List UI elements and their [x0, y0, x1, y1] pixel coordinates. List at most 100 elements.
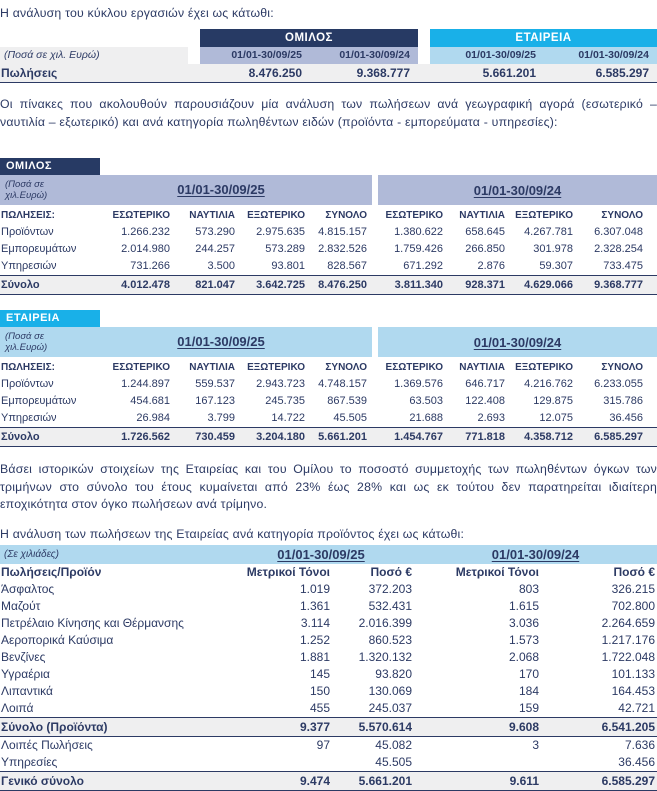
geo-column-header: ΕΣΩΤΕΡΙΚΟ — [112, 362, 170, 373]
geo-column-header: ΕΞΩΤΕΡΙΚΟ — [247, 210, 305, 221]
product-value-cell — [228, 754, 332, 771]
geo-value-cell: 5.661.201 — [318, 431, 367, 443]
geo-column-header: ΣΥΝΟΛΟ — [601, 362, 643, 373]
summary-column-gap — [418, 47, 430, 64]
geo-value-cell: 3.204.180 — [256, 431, 305, 443]
group-period-band: (Ποσά σε χιλ.Ευρώ) 01/01-30/09/25 01/01-… — [0, 175, 657, 205]
geo-value-cell: 559.537 — [195, 378, 235, 390]
product-column-header: Μετρικοί Τόνοι — [455, 565, 539, 579]
geo-value-cell: 2.693 — [477, 412, 505, 424]
product-value-cell: 1.019 — [299, 582, 330, 596]
product-sales-table: (Σε χιλιάδες) 01/01-30/09/25 01/01-30/09… — [0, 545, 657, 791]
product-value-cell: 372.203 — [368, 582, 412, 596]
group-entity-header: ΟΜΙΛΟΣ — [200, 29, 418, 47]
company-period-prior-label: 01/01-30/09/24 — [473, 334, 562, 350]
product-value-cell: 150 — [309, 684, 330, 698]
product-value-cell — [414, 754, 541, 771]
geo-value-cell: 4.267.781 — [524, 226, 573, 238]
sales-column-header: ΠΩΛΗΣΕΙΣ: — [1, 362, 55, 373]
product-value-cell: 45.505 — [375, 755, 412, 769]
geo-value-cell: 1.454.767 — [394, 431, 443, 443]
geo-value-cell: 454.681 — [130, 395, 170, 407]
product-row-label: Λοιπά — [1, 701, 34, 715]
product-row-label: Πετρέλαιο Κίνησης και Θέρμανσης — [1, 616, 184, 630]
geo-column-header: ΕΞΩΤΕΡΙΚΟ — [247, 362, 305, 373]
product-row-label: Βενζίνες — [1, 650, 46, 664]
geo-value-cell: 59.307 — [539, 260, 573, 272]
geo-value-cell: 1.380.622 — [394, 226, 443, 238]
product-row-label: Μαζούτ — [1, 599, 41, 613]
geo-value-cell: 45.505 — [333, 412, 367, 424]
group-section: ΟΜΙΛΟΣ (Ποσά σε χιλ.Ευρώ) 01/01-30/09/25… — [0, 158, 657, 295]
geo-value-cell: 4.216.762 — [524, 378, 573, 390]
geo-row-label: Εμπορευμάτων — [1, 395, 77, 407]
geo-row-label: Σύνολο — [1, 431, 40, 443]
geo-value-cell: 167.123 — [195, 395, 235, 407]
geo-header-row: ΠΩΛΗΣΕΙΣ: ΕΣΩΤΕΡΙΚΟ ΝΑΥΤΙΛΙΑ ΕΞΩΤΕΡΙΚΟ ΣΥΝΟΛ… — [0, 208, 657, 224]
product-value-cell: 532.431 — [368, 599, 412, 613]
geo-value-cell: 6.233.055 — [594, 378, 643, 390]
product-value-cell: 6.585.297 — [601, 774, 655, 788]
summary-value: 9.368.777 — [356, 66, 410, 80]
product-value-cell: 1.881 — [299, 650, 330, 664]
product-value-cell: 3.036 — [508, 616, 539, 630]
group-period-prior: 01/01-30/09/24 — [310, 47, 418, 64]
geo-value-cell: 3.642.725 — [256, 279, 305, 291]
summary-value: 6.585.297 — [595, 66, 649, 80]
product-value-cell: 1.722.048 — [601, 650, 655, 664]
geo-value-cell: 733.475 — [603, 260, 643, 272]
geo-value-cell: 4.358.712 — [524, 431, 573, 443]
summary-value: 8.476.250 — [248, 66, 302, 80]
geo-value-cell: 21.688 — [409, 412, 443, 424]
product-value-cell: 9.377 — [299, 720, 330, 734]
geo-row-label: Προϊόντων — [1, 226, 54, 238]
document-page: Η ανάλυση του κύκλου εργασιών έχει ως κά… — [0, 5, 657, 791]
geo-value-cell: 4.815.157 — [318, 226, 367, 238]
turnover-summary-table: ΟΜΙΛΟΣ ΕΤΑΙΡΕΙΑ (Ποσά σε χιλ. Ευρώ) 01/0… — [0, 29, 657, 83]
product-value-cell: 1.615 — [508, 599, 539, 613]
geo-row-label: Υπηρεσιών — [1, 260, 57, 272]
geo-value-cell: 646.717 — [465, 378, 505, 390]
geo-value-cell: 3.799 — [207, 412, 235, 424]
product-data-row: Λοιπές Πωλήσεις 97 45.082 3 7.636 — [0, 737, 657, 754]
summary-sales-row: Πωλήσεις 8.476.250 9.368.777 5.661.201 6… — [0, 64, 657, 83]
geo-value-cell: 2.832.526 — [318, 243, 367, 255]
geo-value-cell: 1.369.576 — [394, 378, 443, 390]
geo-value-cell: 573.289 — [265, 243, 305, 255]
product-value-cell: 9.474 — [299, 774, 330, 788]
product-data-row: Βενζίνες 1.881 1.320.132 2.068 1.722.048 — [0, 649, 657, 666]
company-amounts-label: (Ποσά σε χιλ.Ευρώ) — [5, 331, 48, 353]
geo-value-cell: 3.811.340 — [394, 279, 443, 291]
geo-column-header: ΝΑΥΤΙΛΙΑ — [459, 210, 505, 221]
product-total-row: Γενικό σύνολο 9.474 5.661.201 9.611 6.585.29… — [0, 771, 657, 791]
product-value-cell: 455 — [309, 701, 330, 715]
product-value-cell: 702.800 — [611, 599, 655, 613]
group-band-current: (Ποσά σε χιλ.Ευρώ) 01/01-30/09/25 — [0, 175, 372, 205]
geo-value-cell: 6.585.297 — [594, 431, 643, 443]
product-value-cell: 45.082 — [375, 738, 412, 752]
product-label-header: Πωλήσεις/Προϊόν — [1, 565, 102, 579]
geo-value-cell: 771.818 — [465, 431, 505, 443]
company-band-prior: 01/01-30/09/24 — [378, 327, 657, 357]
product-data-row: Άσφαλτος 1.019 372.203 803 326.215 — [0, 581, 657, 598]
product-data-row: Υπηρεσίες 45.505 36.456 — [0, 754, 657, 771]
product-data-row: Μαζούτ 1.361 532.431 1.615 702.800 — [0, 598, 657, 615]
product-row-label: Αεροπορικά Καύσιμα — [1, 633, 114, 647]
geo-value-cell: 671.292 — [403, 260, 443, 272]
geo-column-header: ΝΑΥΤΙΛΙΑ — [189, 362, 235, 373]
product-value-cell: 7.636 — [624, 738, 655, 752]
geo-value-cell: 8.476.250 — [318, 279, 367, 291]
product-value-cell: 2.264.659 — [601, 616, 655, 630]
geo-value-cell: 573.290 — [195, 226, 235, 238]
geo-total-row: Σύνολο 1.726.562 730.459 3.204.180 5.661.201… — [0, 427, 657, 447]
geo-value-cell: 1.759.426 — [394, 243, 443, 255]
summary-spacer — [0, 29, 200, 47]
product-column-header: Ποσό € — [613, 565, 655, 579]
geo-column-header: ΕΣΩΤΕΡΙΚΟ — [385, 362, 443, 373]
geo-column-header: ΕΞΩΤΕΡΙΚΟ — [515, 362, 573, 373]
geo-value-cell: 245.735 — [265, 395, 305, 407]
geo-value-cell: 928.371 — [465, 279, 505, 291]
product-value-cell: 2.068 — [508, 650, 539, 664]
product-column-header: Ποσό € — [370, 565, 412, 579]
seasonality-paragraph: Βάσει ιστορικών στοιχείων της Εταιρείας … — [0, 462, 657, 511]
